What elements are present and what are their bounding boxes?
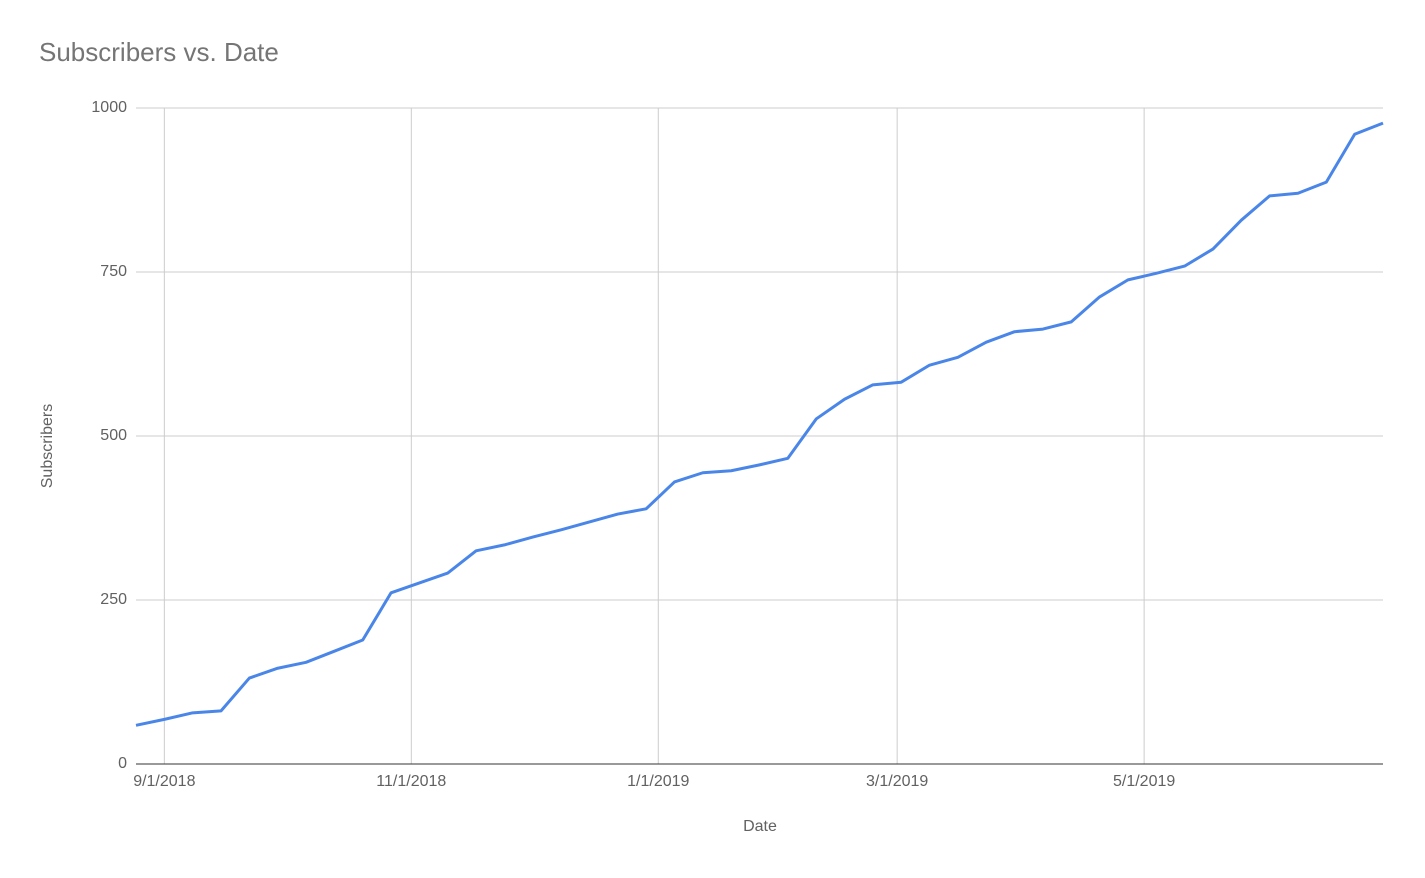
y-tick-label: 500 xyxy=(100,427,127,444)
y-tick-label: 0 xyxy=(118,755,127,772)
y-tick-label: 1000 xyxy=(91,99,127,116)
chart-title: Subscribers vs. Date xyxy=(39,37,279,67)
x-tick-label: 3/1/2019 xyxy=(866,773,928,790)
x-tick-label: 9/1/2018 xyxy=(133,773,195,790)
y-axis-title: Subscribers xyxy=(39,404,56,488)
y-tick-label: 750 xyxy=(100,263,127,280)
x-tick-label: 11/1/2018 xyxy=(376,773,446,790)
y-tick-label: 250 xyxy=(100,591,127,608)
x-tick-label: 5/1/2019 xyxy=(1113,773,1175,790)
x-tick-label: 1/1/2019 xyxy=(627,773,689,790)
data-line xyxy=(135,121,1384,727)
x-axis-title: Date xyxy=(743,818,777,835)
